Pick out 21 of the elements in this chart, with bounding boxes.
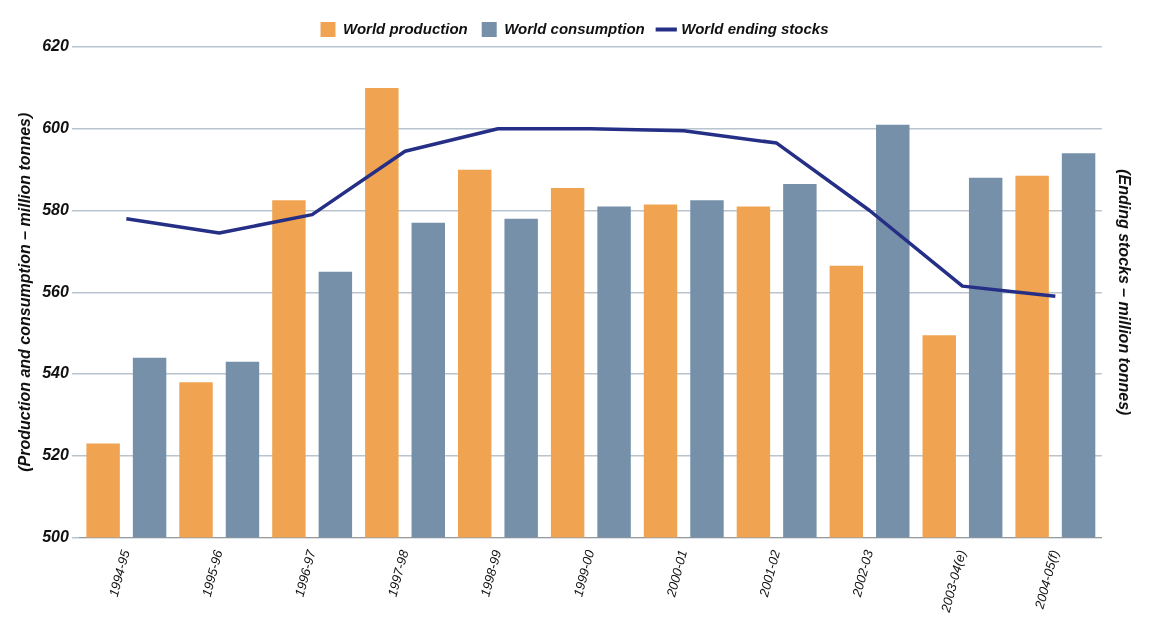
x-tick-label: 2002-03 xyxy=(848,547,877,600)
x-tick-label: 1997-98 xyxy=(384,547,412,599)
x-tick-label: 2001-02 xyxy=(755,547,784,600)
legend-label: World ending stocks xyxy=(681,19,829,37)
x-tick-label: 1996-97 xyxy=(291,547,319,599)
y-tick-label: 580 xyxy=(42,200,69,218)
y-tick-label: 600 xyxy=(42,119,69,137)
y-tick-label: 620 xyxy=(42,37,69,55)
y-axis-title: (Production and consumption – million tonnes) xyxy=(16,112,34,472)
y-tick-label: 540 xyxy=(42,364,69,382)
legend-label: World consumption xyxy=(504,19,645,37)
y-tick-label: 560 xyxy=(42,282,69,300)
x-tick-label: 1995-96 xyxy=(198,547,226,599)
y-tick-label: 520 xyxy=(42,446,69,464)
x-tick-label: 1998-99 xyxy=(477,548,505,599)
x-tick-label: 1994-95 xyxy=(105,547,133,599)
y-tick-label: 500 xyxy=(42,527,69,545)
x-tick-label: 2000-01 xyxy=(663,548,691,600)
y2-axis-title: (Ending stocks – million tonnes) xyxy=(1115,169,1133,416)
x-tick-label: 1999-00 xyxy=(570,547,598,599)
legend-label: World production xyxy=(343,19,468,37)
